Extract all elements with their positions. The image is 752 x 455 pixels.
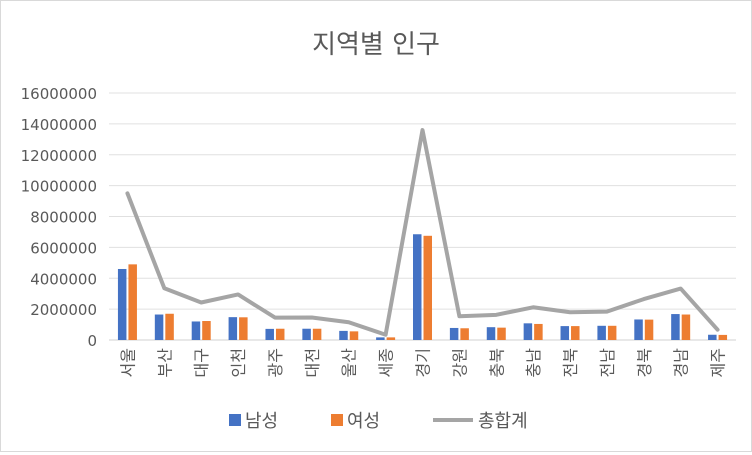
bar-남성-대전 [302, 329, 311, 340]
x-axis-ticks: 서울 부산 대구 인천 광주 대전 울산 세종 경기 강원 충북 충남 전북 전남 경북 경남 제주 [118, 348, 727, 378]
bar-여성-제주 [719, 335, 728, 340]
y-tick-label: 2000000 [30, 301, 97, 319]
bar-여성-경기 [424, 236, 433, 340]
bar-여성-울산 [350, 331, 359, 340]
bar-여성-부산 [165, 314, 174, 340]
y-tick-label: 0 [87, 332, 97, 350]
bar-여성-대전 [313, 329, 322, 340]
x-tick-label: 울산 [340, 348, 359, 378]
x-tick-label: 부산 [155, 348, 174, 378]
bar-여성-경북 [645, 320, 654, 340]
bar-남성-충북 [487, 327, 496, 340]
x-tick-label: 인천 [229, 348, 248, 377]
x-tick-label: 대전 [303, 348, 322, 377]
y-tick-label: 10000000 [21, 178, 97, 196]
y-tick-label: 4000000 [30, 270, 97, 288]
y-tick-label: 8000000 [30, 209, 97, 227]
x-tick-label: 강원 [450, 348, 469, 377]
legend-swatch-남성 [229, 414, 241, 426]
x-tick-label: 광주 [266, 348, 285, 377]
bar-남성-광주 [265, 329, 274, 340]
bar-남성-대구 [192, 321, 201, 340]
bars [118, 234, 727, 340]
line-총합계 [127, 130, 717, 335]
chart-title: 지역별 인구 [312, 30, 440, 60]
bar-여성-인천 [239, 317, 248, 340]
x-tick-label: 제주 [709, 348, 728, 377]
bar-남성-충남 [524, 323, 533, 340]
x-tick-label: 전남 [598, 348, 617, 378]
bar-남성-전북 [561, 326, 570, 340]
x-tick-label: 충북 [487, 348, 506, 377]
y-tick-label: 16000000 [21, 85, 97, 103]
bar-남성-서울 [118, 269, 127, 340]
bar-남성-세종 [376, 337, 385, 340]
x-tick-label: 경북 [635, 348, 654, 377]
bar-여성-전남 [608, 326, 617, 340]
x-tick-label: 경기 [414, 348, 433, 377]
y-tick-label: 6000000 [30, 239, 97, 257]
bar-여성-전북 [571, 326, 580, 340]
bar-여성-경남 [682, 315, 691, 340]
bar-여성-충북 [497, 328, 506, 340]
bar-남성-경기 [413, 234, 422, 340]
bar-여성-충남 [534, 324, 543, 340]
x-tick-label: 세종 [377, 348, 396, 377]
bar-남성-전남 [597, 326, 606, 340]
x-tick-label: 전북 [561, 348, 580, 377]
x-tick-label: 서울 [118, 348, 137, 377]
legend-label: 여성 [347, 411, 380, 432]
y-axis-ticks: 0 2000000 4000000 6000000 8000000 10000000 120… [21, 85, 97, 350]
legend-swatch-여성 [331, 414, 343, 426]
x-tick-label: 대구 [192, 348, 211, 377]
bar-남성-부산 [155, 315, 164, 340]
bar-여성-강원 [460, 328, 469, 340]
bar-여성-광주 [276, 329, 285, 340]
legend-label: 남성 [245, 411, 278, 432]
y-tick-label: 12000000 [21, 147, 97, 165]
legend: 남성 여성 총합계 [229, 411, 528, 432]
total-line [127, 130, 717, 335]
x-tick-label: 충남 [524, 348, 543, 378]
bar-여성-서울 [128, 264, 137, 340]
x-tick-label: 경남 [672, 348, 691, 378]
bar-남성-제주 [708, 335, 717, 340]
y-tick-label: 14000000 [21, 116, 97, 134]
bar-여성-세종 [387, 337, 396, 340]
bar-남성-인천 [229, 317, 238, 340]
bar-남성-경북 [634, 319, 643, 340]
bar-남성-울산 [339, 331, 348, 340]
bar-남성-강원 [450, 328, 459, 340]
legend-label: 총합계 [478, 411, 528, 432]
bar-여성-대구 [202, 321, 211, 340]
bar-남성-경남 [671, 314, 680, 340]
